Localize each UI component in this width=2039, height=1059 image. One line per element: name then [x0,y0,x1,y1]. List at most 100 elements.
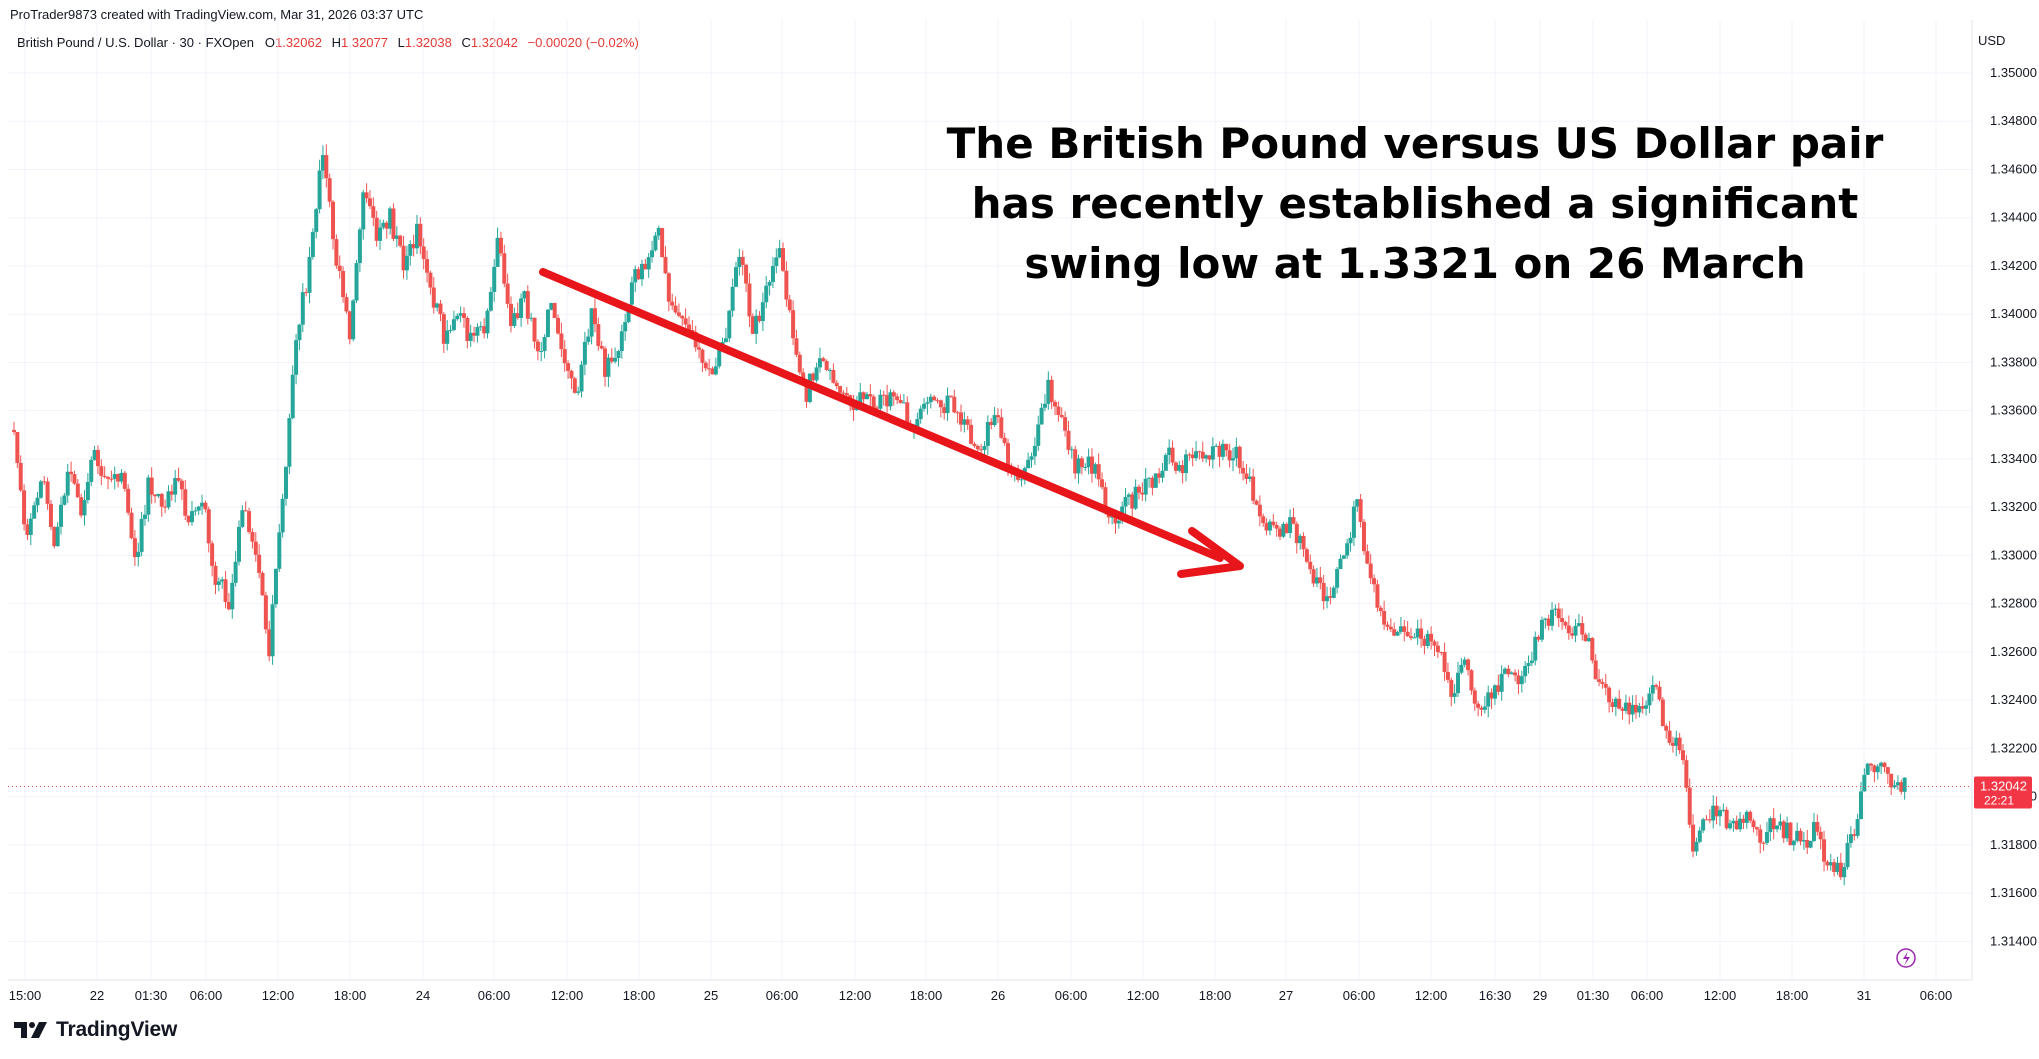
arrow-head [1177,527,1244,578]
candle-body [1133,486,1138,509]
candle-body [619,331,624,352]
time-tick-label: 31 [1857,988,1871,1003]
candle-body [381,222,386,228]
candle-body [979,449,984,451]
candle-body [361,192,366,230]
candle-body [441,314,446,344]
candle-body [1764,832,1769,843]
tradingview-logo[interactable]: TradingView [14,1018,177,1042]
candle-body [609,357,614,362]
candle-body [1560,618,1565,623]
candle-body [163,506,168,508]
candle-body [28,518,33,535]
candle-body [1419,628,1424,639]
candle-body [1261,516,1266,524]
candle-body [1224,443,1229,451]
candle-body [324,155,329,179]
price-tick-label: 1.32600 [1990,644,2037,659]
candle-body [740,256,745,265]
candle-body [1123,496,1128,507]
candle-body [885,395,890,407]
candle-body [1415,628,1420,638]
candle-body [273,568,278,605]
candle-body [952,396,957,413]
symbol-name[interactable]: British Pound / U.S. Dollar · 30 · FXOpe… [17,35,254,50]
candle-body [519,298,524,319]
candle-body [522,291,527,299]
candle-body [1338,558,1343,570]
candle-body [142,514,147,519]
price-tick-label: 1.33600 [1990,403,2037,418]
candle-body [394,235,399,239]
candle-body [1597,679,1602,682]
candle-body [126,488,131,513]
candle-body [1429,633,1434,642]
candle-body [1536,636,1541,640]
candle-body [838,386,843,393]
open-label: O [264,35,275,50]
time-tick-label: 12:00 [1704,988,1737,1003]
candle-body [129,512,134,539]
candle-body [717,346,722,367]
lightning-icon[interactable] [1896,948,1916,968]
candle-body [1785,822,1790,839]
candle-body [1694,841,1699,852]
candle-body [864,394,869,400]
symbol-legend: British Pound / U.S. Dollar · 30 · FXOpe… [17,35,639,50]
candle-body [1217,445,1222,457]
candle-body [341,270,346,298]
candle-body [1654,685,1659,687]
candle-body [1378,607,1383,612]
candle-body [15,432,20,463]
candle-body [1032,445,1037,457]
candle-body [1529,660,1534,664]
price-label-box[interactable] [1974,776,2032,809]
time-tick-label: 06:00 [190,988,223,1003]
candle-body [747,283,752,317]
candle-body [922,403,927,409]
candle-body [1257,504,1262,517]
candle-body [811,373,816,381]
candle-body [72,474,77,484]
candle-body [955,412,960,414]
currency-label[interactable]: USD [1978,33,2006,48]
candle-body [1197,451,1202,453]
candle-body [1808,840,1813,848]
candle-body [307,256,312,293]
candle-body [576,391,581,393]
candle-body [1029,456,1034,460]
candle-body [48,503,53,527]
trend-arrow [539,268,1244,578]
candle-body [596,324,601,346]
candle-body [1768,818,1773,833]
candle-body [1865,763,1870,775]
candle-body [1200,451,1205,459]
candle-body [213,565,218,585]
candle-body [905,402,910,425]
candle-body [75,483,80,498]
candle-body [559,333,564,350]
candle-body [1026,459,1031,469]
price-tick-label: 1.34600 [1990,161,2037,176]
time-scale[interactable]: 15:00 22 01:30 06:00 12:00 18:00 24 06:00 12:00 1… [9,988,1953,1003]
candle-body [169,491,174,495]
candle-body [1630,704,1635,715]
candle-body [982,445,987,450]
candle-body [1754,827,1759,830]
candle-body [344,297,349,312]
price-scale[interactable]: 1.35000 1.34800 1.34600 1.34400 1.34200 1.340… [1990,65,2037,948]
candle-body [300,292,305,325]
candle-body [1650,685,1655,694]
candle-body [1738,818,1743,830]
candle-body [858,392,863,405]
candle-body [1838,862,1843,878]
candle-body [95,450,100,467]
candle-body [253,541,258,555]
candle-body [586,336,591,342]
candle-body [767,282,772,286]
candle-body [754,315,759,334]
candle-body [505,283,510,304]
candle-body [1291,517,1296,524]
candle-body [364,192,369,199]
